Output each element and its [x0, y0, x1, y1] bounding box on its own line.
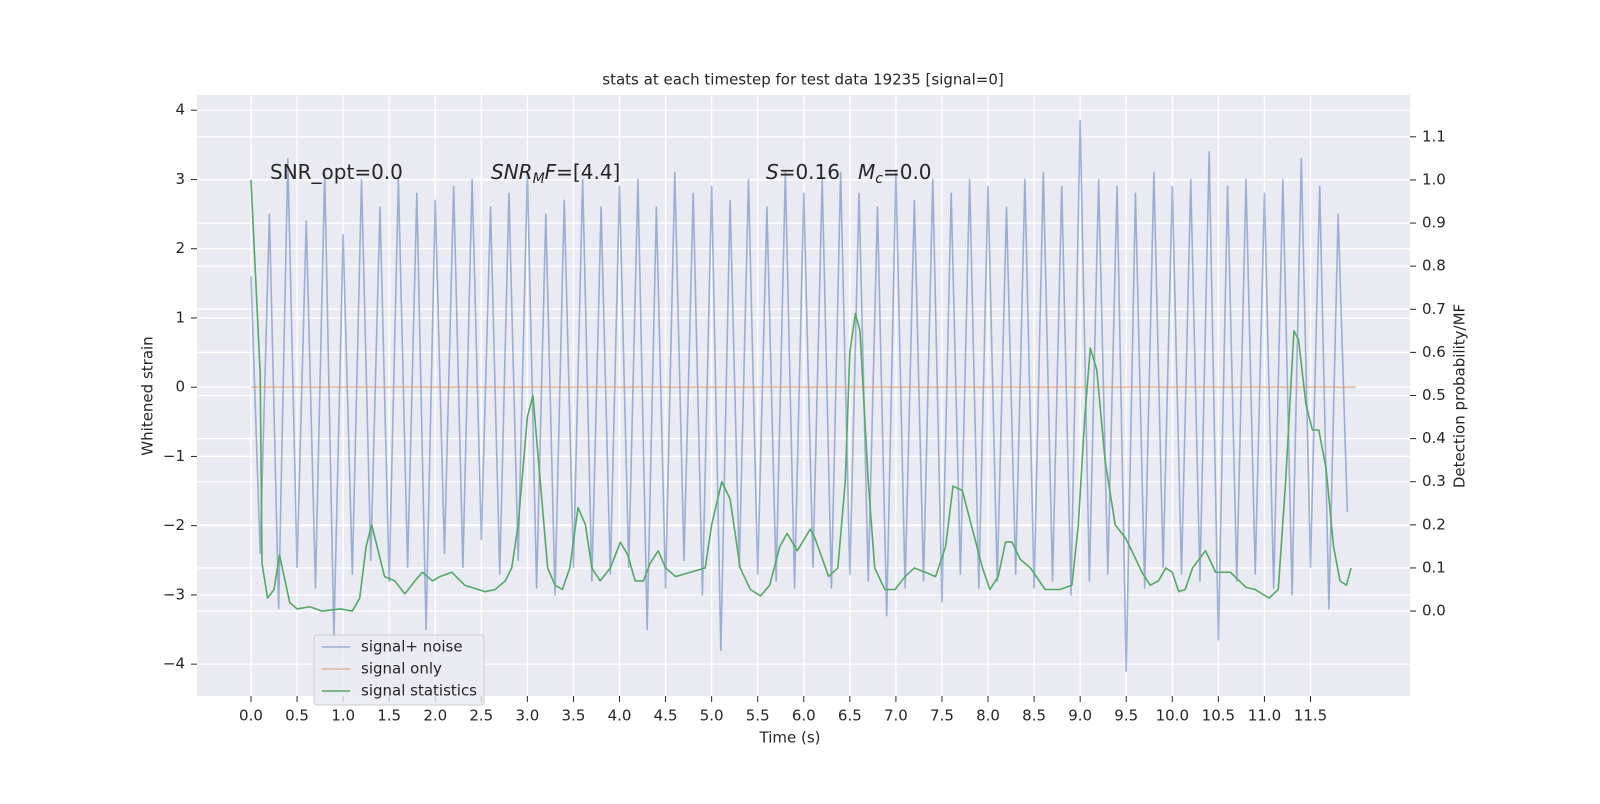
x-tick-label: 0.5 [285, 707, 309, 725]
x-tick-label: 9.5 [1114, 707, 1138, 725]
legend-label: signal+ noise [361, 638, 463, 656]
x-axis-label: Time (s) [759, 729, 821, 747]
y2-axis-label: Detection probability/MF [1451, 304, 1469, 488]
y-tick-label: 3 [175, 170, 185, 188]
x-tick-label: 2.5 [469, 707, 493, 725]
annotation-part: SNR_opt=0.0 [270, 160, 403, 184]
y2-tick-label: 0.4 [1422, 429, 1446, 447]
x-tick-label: 6.5 [838, 707, 862, 725]
x-tick-label: 6.0 [792, 707, 816, 725]
y-tick-label: 2 [175, 239, 185, 257]
labels: 0.0 0.5 1.0 1.5 2.0 2.5 3.0 3.5 4.0 4.5 5.0 5.5 6.0 6… [163, 101, 1446, 725]
annotation-part: =[4.4] [556, 160, 620, 184]
chart-title: stats at each timestep for test data 192… [602, 71, 1003, 89]
annotation: SNR_opt=0.0 [270, 160, 403, 184]
x-tick-label: 9.0 [1068, 707, 1092, 725]
annotation-part: c [875, 171, 883, 187]
y-tick-label: 4 [175, 101, 185, 119]
x-tick-label: 7.0 [884, 707, 908, 725]
y2-tick-label: 0.6 [1422, 343, 1446, 361]
x-tick-label: 10.0 [1156, 707, 1189, 725]
x-tick-label: 1.5 [377, 707, 401, 725]
annotation-part: F [545, 160, 557, 184]
y2-tick-label: 0.5 [1422, 386, 1446, 404]
y2-tick-label: 1.0 [1422, 170, 1446, 188]
legend-box [313, 634, 485, 706]
annotation-part: S [766, 160, 779, 184]
y-tick-label: −2 [163, 516, 185, 534]
x-tick-label: 10.5 [1202, 707, 1235, 725]
y2-tick-label: 0.8 [1422, 257, 1446, 275]
y-tick-label: −4 [163, 655, 185, 673]
annotation-part: M [858, 160, 875, 184]
y-axis-label: Whitened strain [139, 336, 157, 455]
x-tick-label: 3.0 [515, 707, 539, 725]
y-tick-label: 0 [175, 378, 185, 396]
series-line [250, 179, 1352, 612]
x-tick-label: 4.5 [654, 707, 678, 725]
x-tick-label: 11.0 [1248, 707, 1281, 725]
x-tick-label: 5.0 [700, 707, 724, 725]
y2-tick-label: 0.7 [1422, 300, 1446, 318]
annotation-part: =0.0 [883, 160, 932, 184]
y2-tick-label: 0.9 [1422, 214, 1446, 232]
annotation-part: =0.16 [779, 160, 840, 184]
legend-label: signal only [361, 660, 442, 678]
y2-tick-label: 0.0 [1422, 602, 1446, 620]
x-tick-label: 1.0 [331, 707, 355, 725]
x-tick-label: 5.5 [746, 707, 770, 725]
x-tick-label: 8.0 [976, 707, 1000, 725]
x-tick-label: 2.0 [423, 707, 447, 725]
y2-tick-label: 0.1 [1422, 558, 1446, 576]
y2-tick-label: 0.2 [1422, 515, 1446, 533]
x-tick-label: 7.5 [930, 707, 954, 725]
series-line [250, 119, 1349, 672]
x-tick-label: 8.5 [1022, 707, 1046, 725]
y-tick-label: −1 [163, 447, 185, 465]
annotation: Mc=0.0 [858, 160, 932, 188]
marks [250, 119, 1356, 672]
x-tick-label: 0.0 [239, 707, 263, 725]
legend-label: signal statistics [361, 682, 477, 700]
annotation: SNRMF=[4.4] [491, 160, 620, 188]
x-tick-label: 11.5 [1294, 707, 1327, 725]
y-tick-label: −3 [163, 585, 185, 603]
annotation-part: SNR [491, 160, 533, 184]
y-tick-label: 1 [175, 308, 185, 326]
x-tick-label: 3.5 [562, 707, 586, 725]
y2-tick-label: 0.3 [1422, 472, 1446, 490]
x-tick-label: 4.0 [608, 707, 632, 725]
annotation: S=0.16 [766, 160, 840, 184]
y2-tick-label: 1.1 [1422, 127, 1446, 145]
annotation-part: M [533, 171, 545, 187]
